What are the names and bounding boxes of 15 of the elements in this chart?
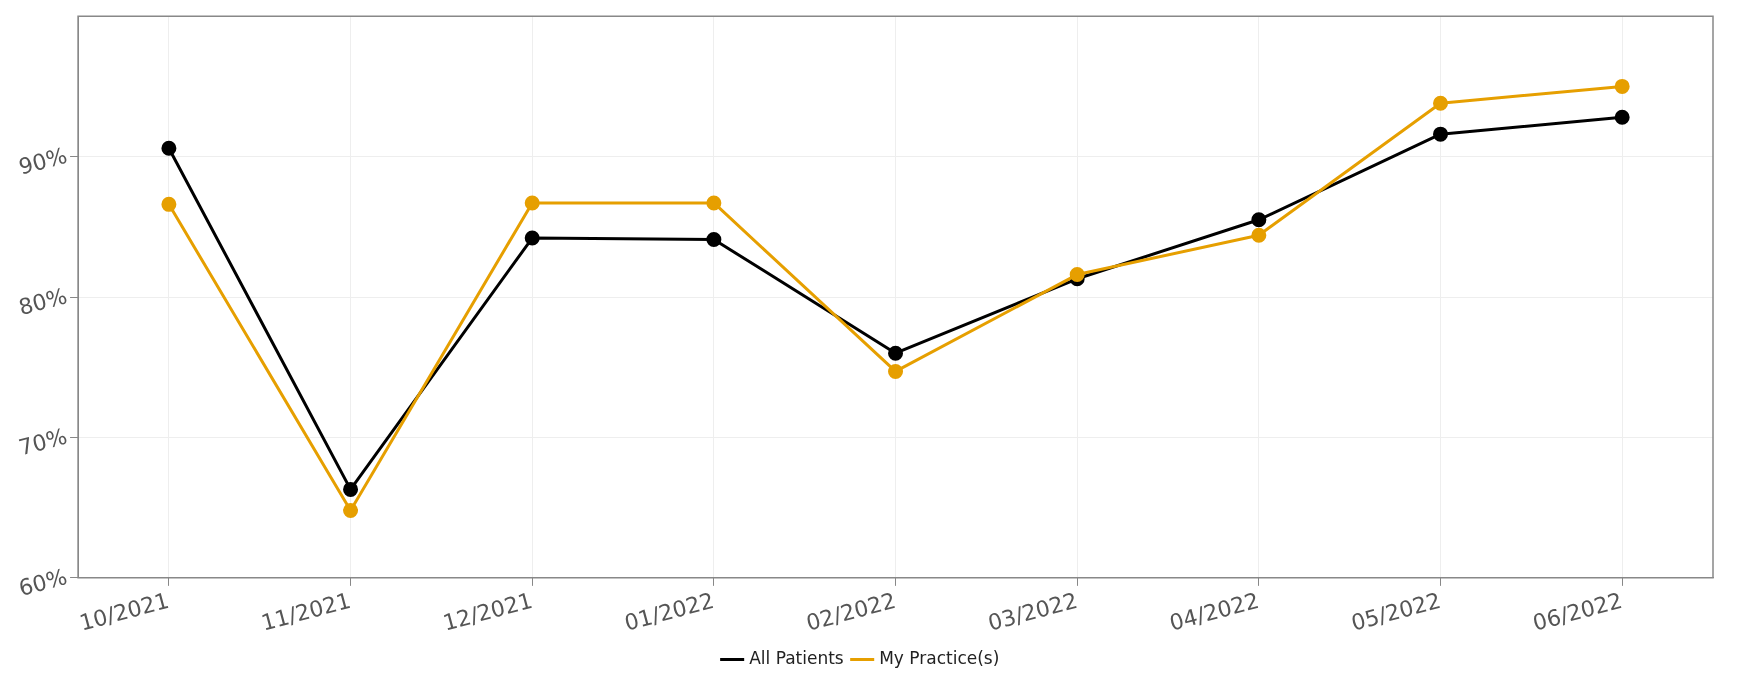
- y-tick-label: 90%: [16, 142, 70, 180]
- y-tick-label: 70%: [16, 423, 70, 461]
- x-tick-label: 04/2022: [1166, 587, 1262, 636]
- y-tick-label: 60%: [16, 564, 70, 601]
- x-tick-label: 03/2022: [985, 587, 1080, 636]
- legend-label: All Patients: [749, 647, 844, 668]
- legend-label: My Practice(s): [879, 647, 1000, 668]
- x-tick-label: 10/2021: [76, 587, 172, 636]
- x-tick-label: 05/2022: [1348, 587, 1444, 636]
- y-tick-label: 80%: [16, 283, 70, 321]
- x-tick-label: 02/2022: [803, 587, 899, 636]
- x-tick-label: 01/2022: [621, 587, 717, 636]
- x-tick-label: 11/2021: [258, 587, 354, 636]
- x-tick-label: 06/2022: [1530, 587, 1625, 636]
- x-tick-label: 12/2021: [440, 587, 535, 636]
